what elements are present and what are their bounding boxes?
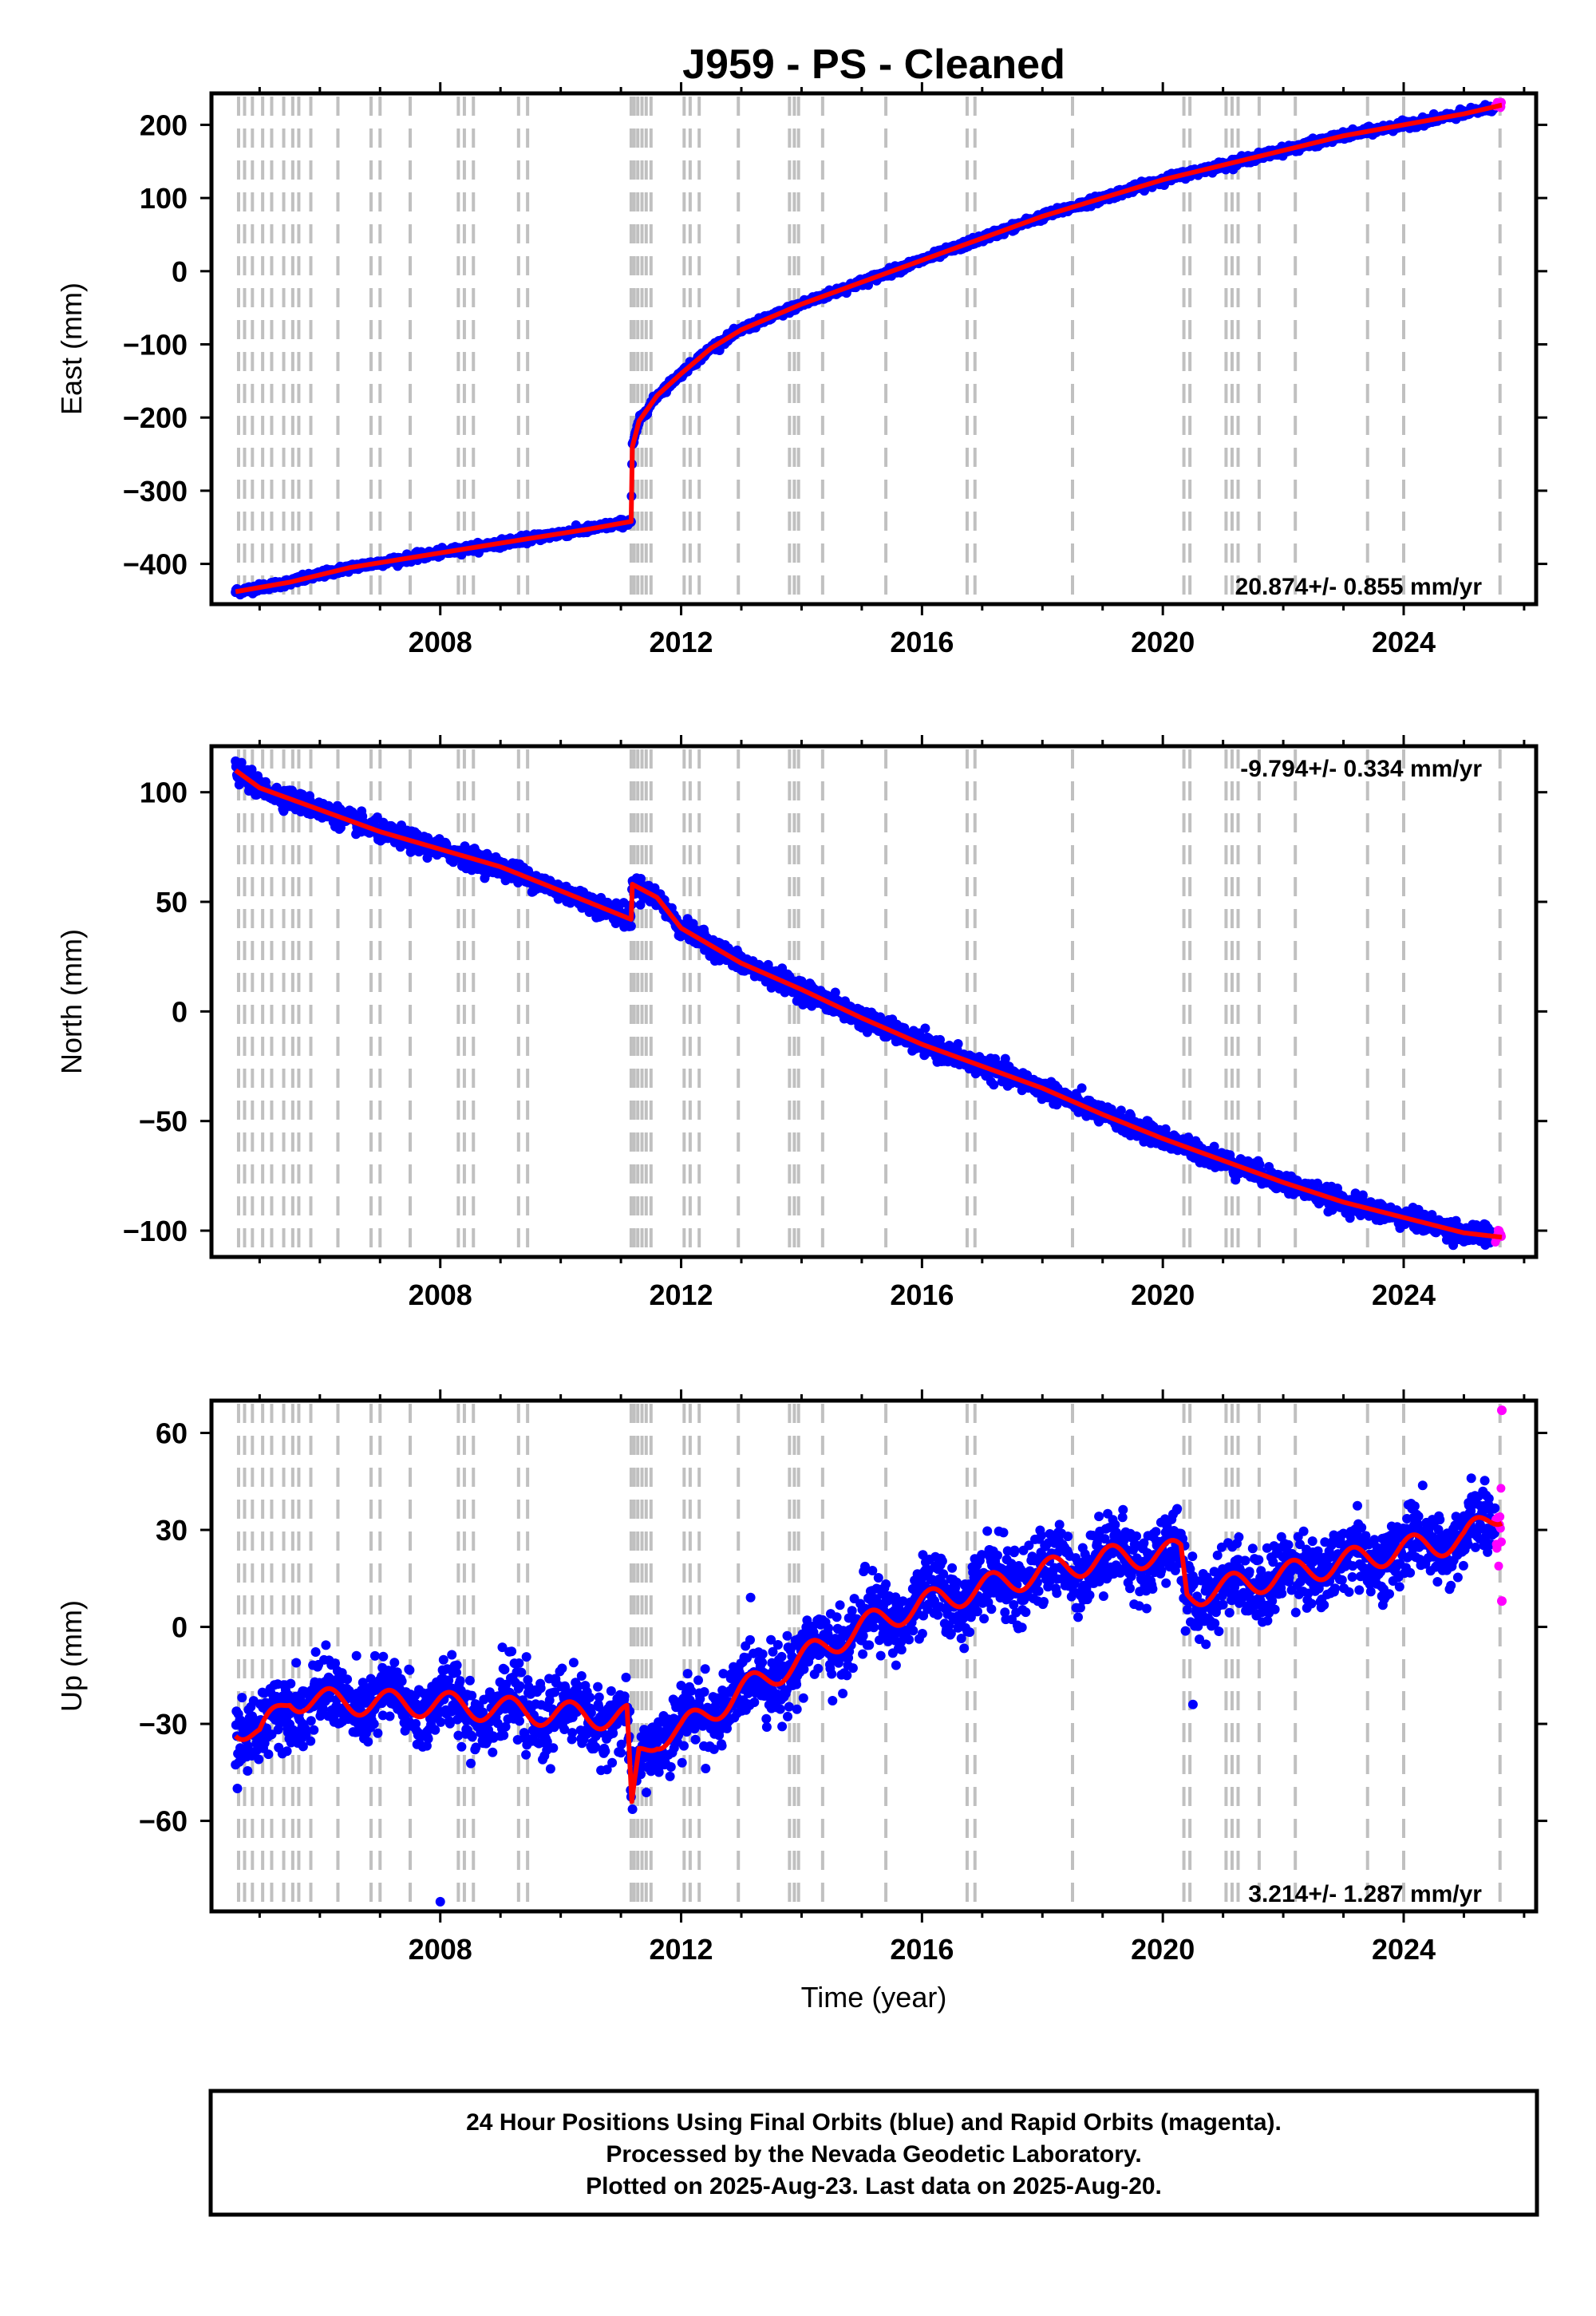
- final-point: [626, 921, 636, 931]
- y-tick-label: −100: [123, 328, 188, 361]
- series-north: [231, 756, 1506, 1251]
- x-tick-label: 2008: [409, 626, 472, 658]
- final-point: [989, 1080, 999, 1090]
- x-tick-label: 2024: [1372, 626, 1436, 658]
- chart-title: J959 - PS - Cleaned: [682, 41, 1065, 88]
- y-axis-label-east: East (mm): [55, 283, 88, 415]
- final-point: [920, 1023, 930, 1034]
- x-tick-label: 2016: [890, 626, 954, 658]
- y-tick-label: 200: [140, 109, 188, 141]
- final-point: [830, 987, 840, 998]
- x-tick-label: 2020: [1131, 626, 1195, 658]
- y-tick-label: −400: [123, 548, 188, 581]
- x-tick-label: 2012: [649, 626, 713, 658]
- event-lines-east: [236, 97, 1502, 601]
- east-panel: 2008 2012 2016 2020 2024 −400 −300 −200 −100 0 100…: [55, 82, 1547, 658]
- y-tick-label: −200: [123, 401, 188, 434]
- final-point: [953, 1039, 963, 1049]
- y-tick-label: −300: [123, 475, 188, 508]
- rate-label-east: 20.874+/- 0.855 mm/yr: [1235, 574, 1483, 600]
- final-point: [1077, 1083, 1087, 1093]
- event-lines-north: [236, 749, 1502, 1254]
- y-tick-label: 100: [140, 182, 188, 215]
- y-tick-label: 0: [172, 255, 188, 288]
- model-line: [233, 102, 1504, 595]
- series-east: [231, 97, 1506, 600]
